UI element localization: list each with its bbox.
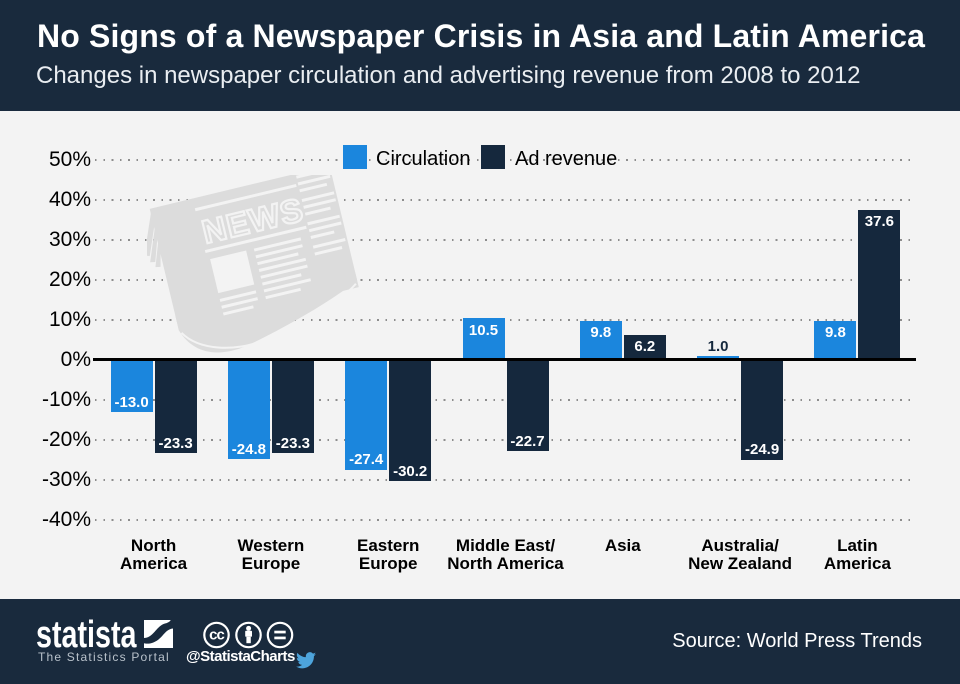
svg-text:cc: cc: [209, 626, 224, 643]
